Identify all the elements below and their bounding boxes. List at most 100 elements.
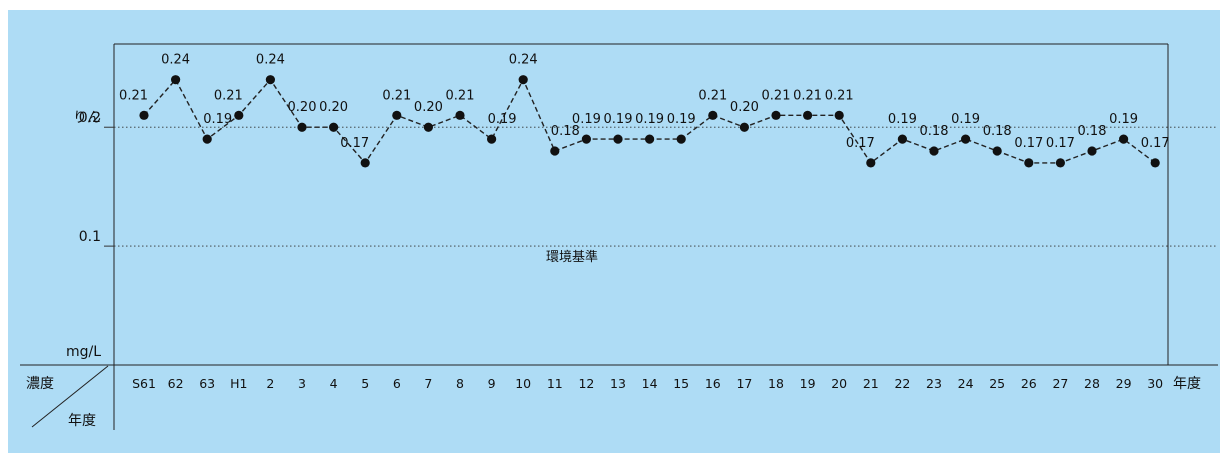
data-point [1024,158,1034,168]
data-label: 0.19 [488,112,517,127]
x-tick-label: 4 [330,376,338,391]
data-point [708,110,718,120]
data-label: 0.18 [551,124,580,139]
y-tick-label: 0.2 [79,110,101,126]
x-tick-label: 15 [673,376,689,391]
data-point [392,110,402,120]
x-tick-label: 24 [958,376,974,391]
y-axis-name: りん [73,110,101,126]
data-label: 0.24 [509,53,538,68]
data-label: 0.21 [793,88,822,103]
reference-line-label: 環境基準 [546,249,598,265]
data-label: 0.17 [340,136,369,151]
corner-diagonal [31,365,109,428]
data-point [676,134,686,144]
x-tick-label: 3 [298,376,306,391]
data-label: 0.24 [256,53,285,68]
x-tick-label: 7 [424,376,432,391]
data-label: 0.21 [762,88,791,103]
x-tick-label: 30 [1147,376,1163,391]
data-point [550,146,560,156]
x-tick-label: 22 [894,376,910,391]
data-point [297,122,307,132]
data-point [1087,146,1097,156]
data-label: 0.19 [604,112,633,127]
data-label: 0.21 [214,88,243,103]
data-point [234,110,244,120]
data-label: 0.19 [667,112,696,127]
data-point [992,146,1002,156]
data-label: 0.19 [951,112,980,127]
chart-background [8,10,1220,453]
x-tick-label: 2 [266,376,274,391]
x-tick-label: 8 [456,376,464,391]
x-tick-label: 29 [1116,376,1132,391]
data-label: 0.19 [888,112,917,127]
data-point [961,134,971,144]
x-tick-label: 10 [515,376,531,391]
data-point [1150,158,1160,168]
data-point [423,122,433,132]
data-point [581,134,592,144]
x-tick-label: 11 [547,376,563,391]
data-point [771,110,781,120]
data-label: 0.17 [1046,136,1075,151]
x-tick-label: 12 [578,376,594,391]
data-label: 0.17 [1141,136,1170,151]
x-tick-label: 5 [361,376,369,391]
data-point [329,122,339,132]
data-point [866,158,876,168]
x-tick-label: 28 [1084,376,1100,391]
data-point [171,75,181,85]
x-tick-label: 16 [705,376,721,391]
data-label: 0.20 [288,100,317,115]
data-label: 0.19 [203,112,232,127]
y-unit-label: mg/L [66,344,101,360]
data-point [897,134,908,144]
y-tick-label: 0.1 [79,229,101,245]
data-point [803,110,813,120]
data-label: 0.20 [414,100,443,115]
data-label: 0.21 [382,88,411,103]
x-tick-label: 23 [926,376,942,391]
x-tick-label: 19 [800,376,816,391]
x-tick-label: 63 [199,376,215,391]
data-point [929,146,939,156]
x-tick-label: 21 [863,376,879,391]
x-tick-label: 13 [610,376,626,391]
data-label: 0.24 [161,53,190,68]
data-label: 0.19 [635,112,664,127]
data-point [139,110,149,120]
data-point [455,110,465,120]
data-label: 0.21 [698,88,727,103]
data-label: 0.18 [983,124,1012,139]
data-point [645,134,655,144]
data-label: 0.19 [1109,112,1138,127]
x-tick-label: 14 [642,376,658,391]
corner-row-label: 濃度 [26,376,54,392]
x-tick-label: 9 [488,376,496,391]
data-label: 0.21 [446,88,475,103]
x-tick-label: 26 [1021,376,1037,391]
data-point [265,75,275,85]
data-label: 0.20 [730,100,759,115]
data-label: 0.18 [920,124,949,139]
data-label: 0.21 [119,88,148,103]
data-point [834,110,844,120]
data-point [739,122,750,132]
data-label: 0.18 [1078,124,1107,139]
data-label: 0.19 [572,112,601,127]
data-point [518,75,528,85]
data-label: 0.20 [319,100,348,115]
data-label: 0.21 [825,88,854,103]
x-tick-label: 17 [736,376,752,391]
data-point [202,134,212,144]
data-point [360,158,370,168]
x-tick-label: 18 [768,376,784,391]
x-tick-label: 20 [831,376,847,391]
reference-label-bg [534,247,610,265]
x-tick-label: 6 [393,376,401,391]
x-tick-label: 25 [989,376,1005,391]
x-tick-label: 62 [168,376,184,391]
